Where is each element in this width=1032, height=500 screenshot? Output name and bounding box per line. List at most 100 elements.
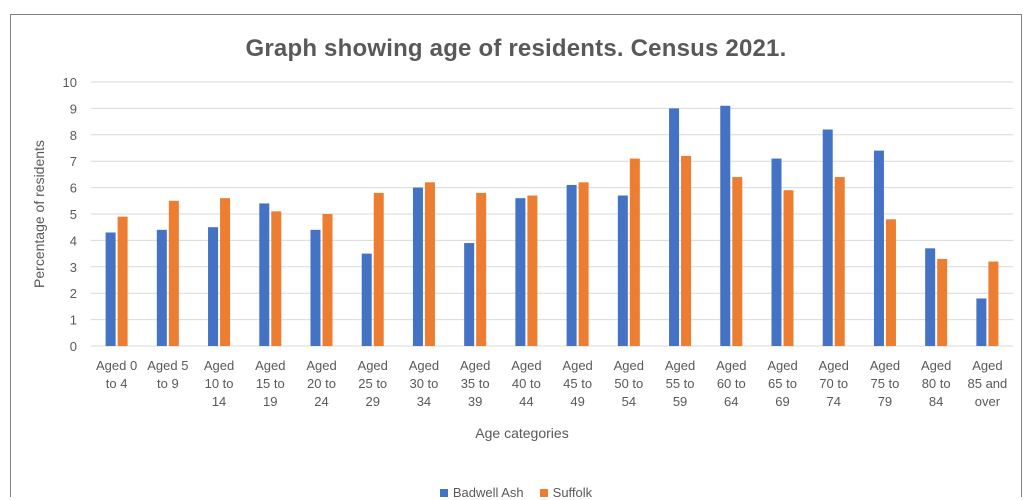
x-tick-label: 55 to: [666, 376, 695, 391]
bar-badwell-ash: [156, 229, 167, 346]
x-tick-label: 74: [826, 394, 840, 409]
x-tick-label: Aged: [767, 358, 797, 373]
x-tick-label: 45 to: [563, 376, 592, 391]
bar-suffolk: [117, 216, 128, 346]
x-tick-label: 29: [365, 394, 379, 409]
x-tick-label: Aged: [665, 358, 695, 373]
x-tick-label: Aged: [972, 358, 1002, 373]
bar-suffolk: [527, 195, 538, 346]
x-tick-label: 75 to: [870, 376, 899, 391]
x-tick-label: Aged: [562, 358, 592, 373]
x-tick-label: 85 and: [968, 376, 1008, 391]
x-tick-label: 39: [468, 394, 482, 409]
x-tick-label: 10 to: [205, 376, 234, 391]
bar-badwell-ash: [976, 298, 987, 346]
x-tick-label: 40 to: [512, 376, 541, 391]
y-tick-label: 3: [70, 260, 77, 275]
bar-badwell-ash: [259, 203, 270, 346]
x-tick-label: 59: [673, 394, 687, 409]
bar-badwell-ash: [720, 105, 731, 346]
legend-label-badwell-ash: Badwell Ash: [452, 485, 524, 500]
x-tick-label: Aged: [511, 358, 541, 373]
bar-suffolk: [834, 177, 845, 346]
bar-suffolk: [424, 182, 435, 346]
x-tick-label: Aged: [358, 358, 388, 373]
x-tick-label: 30 to: [409, 376, 438, 391]
y-tick-label: 4: [70, 233, 77, 248]
bar-suffolk: [629, 158, 640, 346]
y-tick-label: 6: [70, 181, 77, 196]
bar-badwell-ash: [925, 248, 936, 346]
x-tick-label: 20 to: [307, 376, 336, 391]
x-tick-label: Aged: [460, 358, 490, 373]
legend-swatch-badwell-ash: [439, 488, 448, 497]
y-axis-title: Percentage of residents: [31, 140, 47, 288]
x-tick-label: Aged: [306, 358, 336, 373]
bar-badwell-ash: [515, 198, 526, 346]
bar-badwell-ash: [669, 108, 680, 347]
x-tick-label: 15 to: [256, 376, 285, 391]
legend-label-suffolk: Suffolk: [552, 485, 593, 500]
x-tick-label: Aged: [870, 358, 900, 373]
bar-badwell-ash: [208, 227, 219, 346]
y-tick-label: 10: [63, 75, 77, 90]
bar-badwell-ash: [310, 229, 321, 346]
x-axis-title: Age categories: [475, 425, 568, 441]
y-tick-label: 8: [70, 128, 77, 143]
bar-suffolk: [578, 182, 589, 346]
bar-badwell-ash: [566, 184, 577, 346]
bar-badwell-ash: [412, 187, 423, 346]
x-tick-label: Aged: [409, 358, 439, 373]
legend-item-suffolk: Suffolk: [539, 485, 593, 500]
x-tick-label: 25 to: [358, 376, 387, 391]
x-tick-label: 69: [775, 394, 789, 409]
bar-badwell-ash: [771, 158, 782, 346]
bar-suffolk: [373, 192, 384, 346]
x-tick-label: Aged: [716, 358, 746, 373]
bar-suffolk: [937, 258, 948, 346]
x-tick-label: 80 to: [922, 376, 951, 391]
y-tick-label: 1: [70, 313, 77, 328]
bar-badwell-ash: [361, 253, 372, 346]
bar-badwell-ash: [464, 243, 475, 346]
chart-frame: Graph showing age of residents. Census 2…: [10, 14, 1022, 500]
x-tick-label: Aged: [921, 358, 951, 373]
bar-suffolk: [732, 177, 743, 346]
x-tick-label: 65 to: [768, 376, 797, 391]
bar-badwell-ash: [873, 150, 884, 346]
x-tick-label: 50 to: [614, 376, 643, 391]
x-tick-label: 49: [570, 394, 584, 409]
x-tick-label: to 4: [106, 376, 128, 391]
bar-suffolk: [681, 155, 692, 346]
x-tick-label: Aged: [255, 358, 285, 373]
bar-suffolk: [885, 219, 896, 346]
legend-swatch-suffolk: [539, 488, 548, 497]
x-tick-label: Aged: [204, 358, 234, 373]
bar-badwell-ash: [105, 232, 116, 346]
legend-item-badwell-ash: Badwell Ash: [439, 485, 524, 500]
x-tick-label: over: [975, 394, 1001, 409]
bar-suffolk: [271, 211, 282, 346]
bar-suffolk: [220, 198, 231, 346]
x-tick-label: Aged 5: [147, 358, 188, 373]
x-tick-label: 54: [622, 394, 636, 409]
x-tick-label: 44: [519, 394, 533, 409]
bar-badwell-ash: [822, 129, 833, 346]
x-tick-label: 84: [929, 394, 943, 409]
bar-badwell-ash: [617, 195, 628, 346]
legend: Badwell Ash Suffolk: [11, 485, 1021, 500]
x-tick-label: Aged: [614, 358, 644, 373]
y-tick-label: 2: [70, 286, 77, 301]
x-tick-label: 24: [314, 394, 328, 409]
x-tick-label: 79: [878, 394, 892, 409]
x-tick-label: 60 to: [717, 376, 746, 391]
bar-suffolk: [988, 261, 999, 346]
x-tick-label: Aged: [819, 358, 849, 373]
x-tick-label: 35 to: [461, 376, 490, 391]
x-tick-label: Aged 0: [96, 358, 137, 373]
y-tick-label: 9: [70, 101, 77, 116]
bar-suffolk: [476, 192, 487, 346]
x-tick-label: to 9: [157, 376, 179, 391]
y-tick-label: 5: [70, 207, 77, 222]
